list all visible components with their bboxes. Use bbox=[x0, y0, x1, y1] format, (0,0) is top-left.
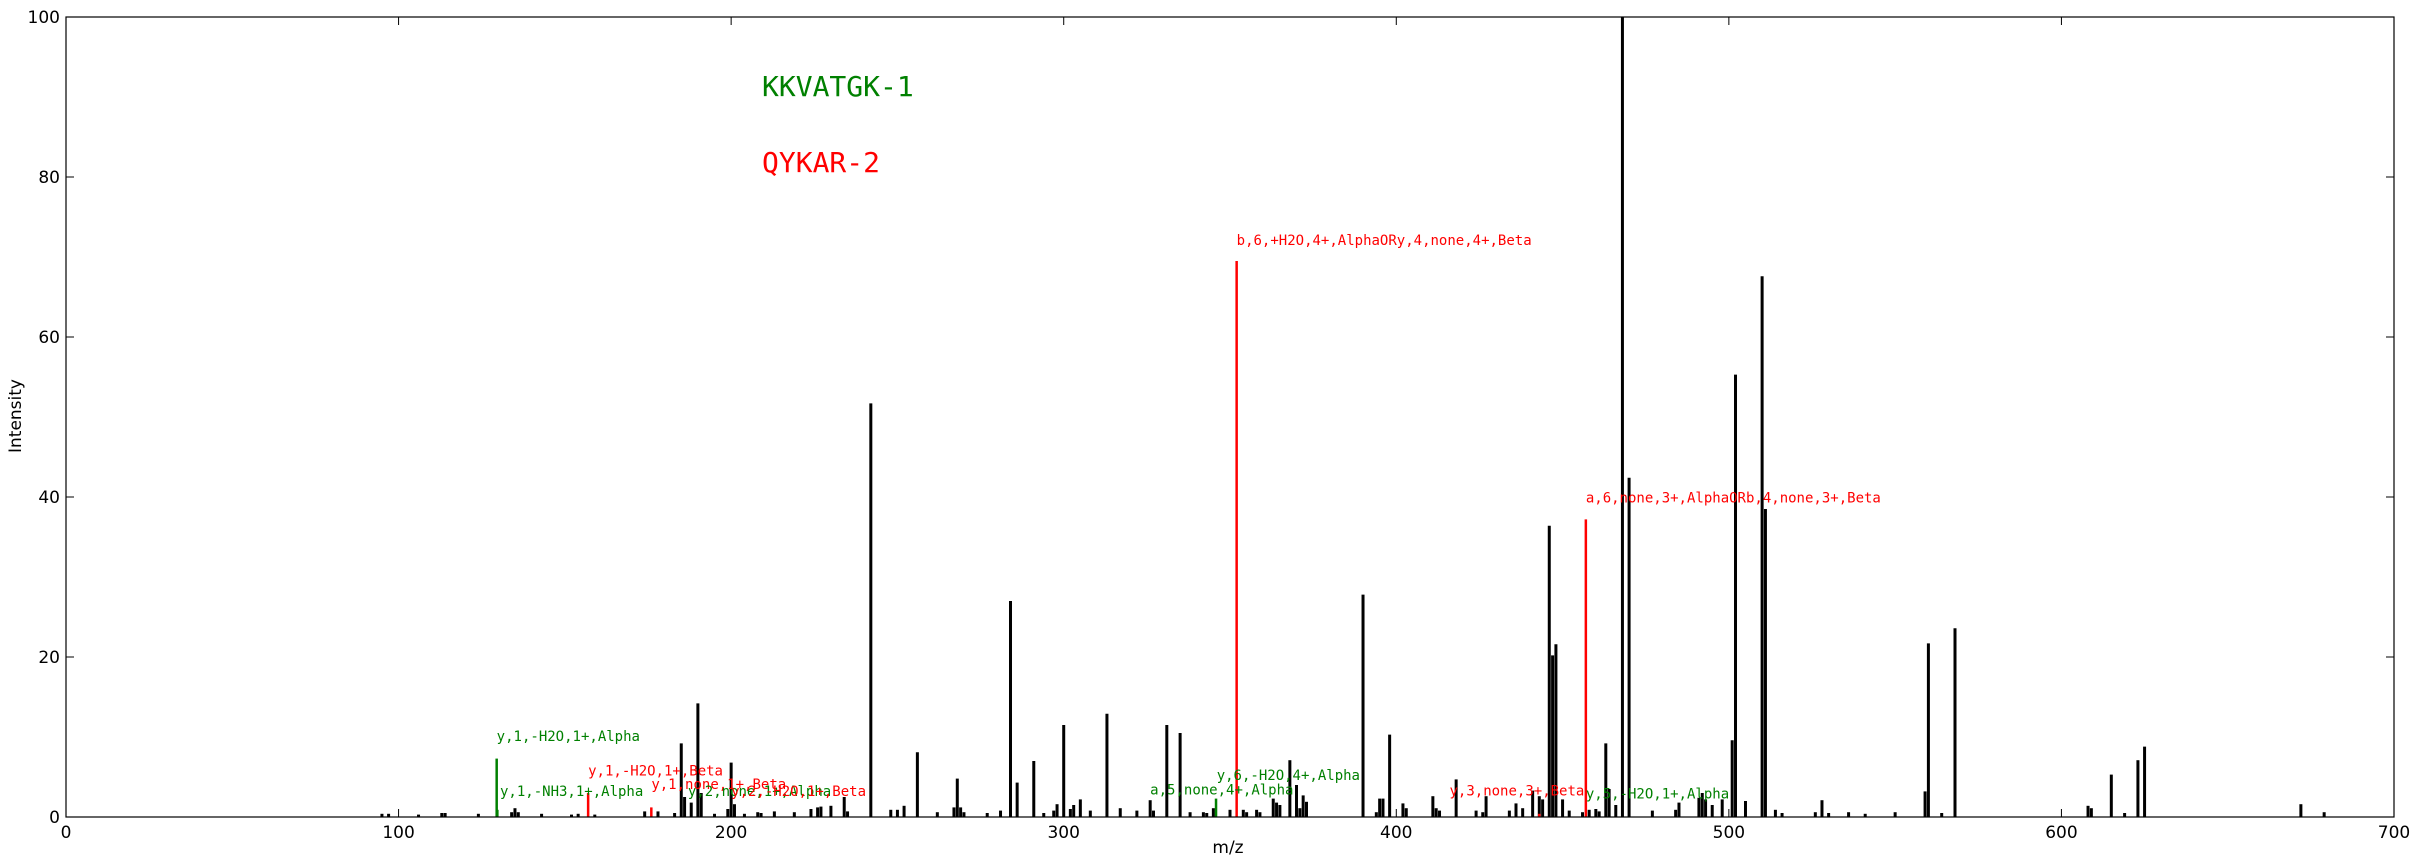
peak-annotation: a,5,none,4+,Alpha bbox=[1150, 783, 1293, 799]
legend: KKVATGK-1 QYKAR-2 bbox=[762, 70, 914, 179]
y-tick-label: 20 bbox=[38, 648, 60, 668]
x-tick-label: 500 bbox=[1713, 823, 1745, 843]
plot-frame bbox=[65, 16, 2395, 818]
y-tick-label: 0 bbox=[49, 808, 60, 828]
legend-label: KKVATGK-1 bbox=[762, 70, 914, 103]
x-axis-title: m/z bbox=[1212, 838, 1243, 858]
peak-annotation: y,1,-H2O,1+,Beta bbox=[588, 763, 723, 779]
x-tick-label: 300 bbox=[1047, 823, 1079, 843]
annotation-layer: y,1,-H2O,1+,Alpha y,1,-NH3,1+,Alpha y,1,-H… bbox=[497, 233, 1881, 803]
legend-label: QYKAR-2 bbox=[762, 146, 880, 179]
peak-annotation: y,5,-H2O,1+,Alpha bbox=[1586, 787, 1729, 803]
x-tick-label: 600 bbox=[2045, 823, 2077, 843]
peak-annotation: y,1,none,1+,Beta bbox=[651, 777, 786, 793]
peak-annotation: y,3,none,3+,Beta bbox=[1449, 783, 1584, 799]
y-tick-label: 80 bbox=[38, 168, 60, 188]
peak-annotation: b,6,+H2O,4+,AlphaORy,4,none,4+,Beta bbox=[1237, 233, 1532, 249]
x-tick-label: 100 bbox=[382, 823, 414, 843]
x-tick-label: 0 bbox=[61, 823, 72, 843]
x-tick-label: 700 bbox=[2378, 823, 2410, 843]
x-tick-label: 400 bbox=[1380, 823, 1412, 843]
axes-layer: 0 100 200 300 400 500 600 700 0 20 40 60 80 100 bbox=[28, 8, 2411, 843]
y-tick-label: 100 bbox=[28, 8, 60, 28]
peaks-layer bbox=[380, 17, 2326, 817]
peak-annotation: y,6,-H2O,4+,Alpha bbox=[1217, 768, 1360, 784]
y-tick-label: 60 bbox=[38, 328, 60, 348]
peak-annotation: y,1,-H2O,1+,Alpha bbox=[497, 729, 640, 745]
peak-annotation: y,1,-NH3,1+,Alpha bbox=[500, 784, 643, 800]
peak-annotation: y,2,-H2O,1+,Beta bbox=[731, 784, 866, 800]
peak-annotation: a,6,none,3+,AlphaORb,4,none,3+,Beta bbox=[1586, 491, 1881, 507]
y-axis-title: Intensity bbox=[6, 379, 26, 453]
peak-annotation: y,2,none,1+,Alpha bbox=[688, 784, 831, 800]
y-tick-label: 40 bbox=[38, 488, 60, 508]
x-tick-label: 200 bbox=[715, 823, 747, 843]
